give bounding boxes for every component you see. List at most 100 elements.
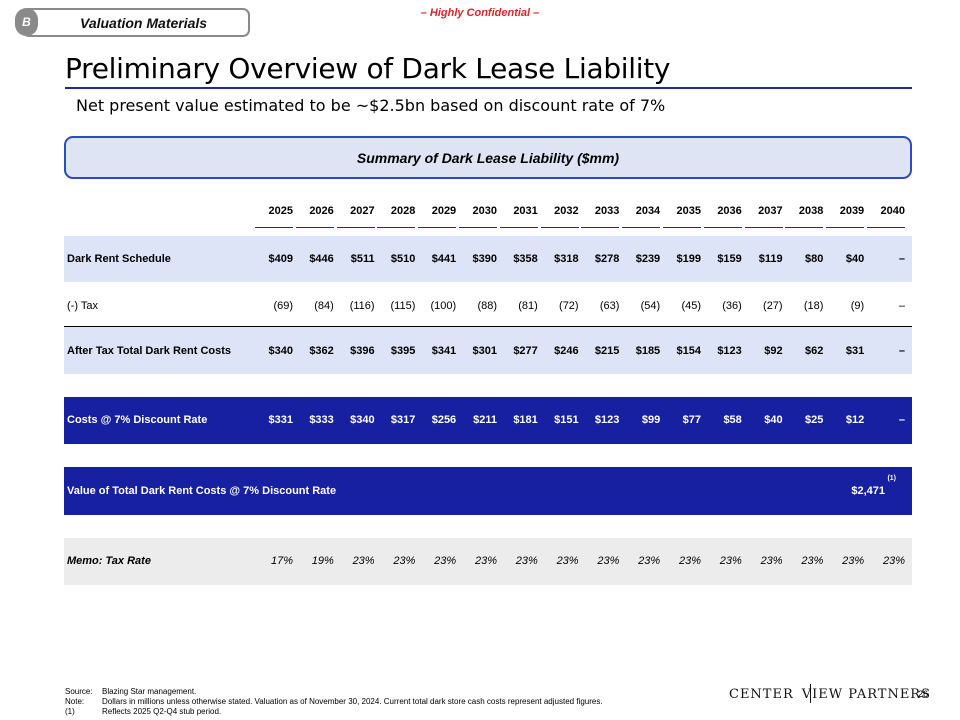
discounted-costs-row: Costs @ 7% Discount Rate $331 $333 $340 $31… (64, 397, 912, 444)
year-header: 2029 (431, 205, 457, 217)
memo-tax-rate-value: 23% (474, 555, 497, 567)
tax-value: (100) (430, 300, 457, 312)
after-tax-value: $92 (764, 345, 783, 357)
memo-tax-rate-value: 23% (434, 555, 457, 567)
year-underline (826, 227, 865, 228)
dark-rent-value: – (898, 253, 905, 265)
year-underline (295, 227, 334, 228)
tax-value: (84) (314, 300, 334, 312)
discounted-cost-value: $317 (390, 414, 416, 426)
dark-rent-value: $199 (676, 253, 701, 265)
tax-value: (9) (850, 300, 865, 312)
year-underline (622, 227, 661, 228)
tax-value: (116) (349, 300, 375, 312)
year-header-row: 2025 2026 2027 2028 2029 2030 2031 2032 2033 2034… (64, 200, 912, 228)
year-header: 2030 (472, 205, 497, 217)
company-logo: CENTER VIEW PARTNERS (729, 687, 932, 702)
after-tax-label: After Tax Total Dark Rent Costs (67, 345, 232, 357)
year-header: 2033 (594, 205, 620, 217)
dark-rent-value: $119 (758, 253, 783, 265)
total-value-label: Value of Total Dark Rent Costs @ 7% Disc… (67, 485, 337, 497)
year-header: 2036 (717, 205, 742, 217)
year-underline (663, 227, 701, 228)
year-header: 2040 (880, 205, 905, 217)
year-underline (336, 227, 375, 228)
dark-rent-value: $159 (717, 253, 742, 265)
year-header: 2034 (635, 205, 661, 217)
total-value-row: Value of Total Dark Rent Costs @ 7% Disc… (64, 467, 912, 515)
dark-rent-value: $278 (594, 253, 620, 265)
after-tax-value: $62 (805, 345, 824, 357)
after-tax-value: $31 (845, 345, 865, 357)
tax-value: (27) (763, 300, 783, 312)
discounted-cost-value: $77 (682, 414, 701, 426)
dark-rent-value: $239 (635, 253, 661, 265)
memo-tax-rate-value: 23% (638, 555, 661, 567)
summary-title-box: Summary of Dark Lease Liability ($mm) (64, 136, 912, 179)
confidentiality-label: – Highly Confidential – (420, 7, 540, 19)
tax-value: (69) (273, 300, 293, 312)
year-header: 2039 (839, 205, 865, 217)
after-tax-value: $362 (309, 345, 334, 357)
memo-tax-rate-value: 23% (882, 555, 905, 567)
year-header: 2035 (676, 205, 701, 217)
discounted-cost-value: $58 (723, 414, 742, 426)
discounted-cost-value: $123 (594, 414, 620, 426)
page-title: Preliminary Overview of Dark Lease Liabi… (65, 52, 671, 85)
after-tax-value: $341 (431, 345, 457, 357)
discounted-cost-value: $211 (473, 414, 497, 426)
after-tax-value: $340 (268, 345, 293, 357)
after-tax-value: $396 (350, 345, 375, 357)
dark-rent-value: $511 (350, 253, 375, 265)
discounted-cost-value: – (898, 414, 905, 426)
discounted-cost-value: $99 (641, 414, 661, 426)
year-header: 2037 (758, 205, 783, 217)
memo-tax-rate-value: 23% (556, 555, 579, 567)
discounted-cost-value: $25 (805, 414, 824, 426)
tax-value: (115) (390, 300, 416, 312)
after-tax-value: – (898, 345, 905, 357)
memo-tax-rate-value: 23% (760, 555, 783, 567)
after-tax-value: $154 (676, 345, 701, 357)
memo-tax-rate-value: 23% (515, 555, 538, 567)
year-underline (418, 227, 457, 228)
dark-rent-label: Dark Rent Schedule (67, 253, 171, 265)
discounted-cost-value: $256 (431, 414, 457, 426)
year-underline (785, 227, 824, 228)
dark-rent-value: $510 (390, 253, 416, 265)
memo-tax-rate-value: 23% (393, 555, 416, 567)
page-subtitle: Net present value estimated to be ~$2.5b… (76, 96, 666, 115)
year-underline (459, 227, 497, 228)
footer-source: Source: Blazing Star management. (65, 687, 197, 696)
tax-value: (63) (599, 300, 620, 312)
after-tax-value: $301 (472, 345, 497, 357)
total-value-footnote: (1) (887, 475, 896, 482)
tax-value: (18) (803, 300, 824, 312)
dark-rent-value: $358 (513, 253, 538, 265)
year-underline (867, 227, 905, 228)
memo-tax-rate-row: Memo: Tax Rate 17% 19% 23% 23% 23% 23% 23% 23% 2… (64, 538, 912, 585)
year-header: 2028 (390, 205, 416, 217)
year-underline (581, 227, 620, 228)
memo-tax-rate-value: 23% (678, 555, 701, 567)
after-tax-value: $185 (635, 345, 661, 357)
tax-value: (81) (518, 300, 538, 312)
after-tax-value: $277 (513, 345, 538, 357)
memo-tax-rate-value: 19% (311, 555, 334, 567)
after-tax-row: After Tax Total Dark Rent Costs $340 $362… (64, 327, 912, 374)
after-tax-value: $395 (390, 345, 416, 357)
dark-rent-value: $409 (268, 253, 293, 265)
memo-tax-rate-value: 23% (352, 555, 375, 567)
summary-title: Summary of Dark Lease Liability ($mm) (356, 149, 620, 166)
tax-value: (72) (559, 300, 579, 312)
after-tax-value: $246 (554, 345, 579, 357)
tax-value: (54) (640, 300, 661, 312)
footer-note: Note: Dollars in millions unless otherwis… (65, 697, 603, 706)
year-header: 2038 (798, 205, 824, 217)
discounted-cost-value: $333 (309, 414, 334, 426)
memo-tax-rate-value: 23% (719, 555, 742, 567)
tax-row: (-) Tax (69) (84) (116) (115) (100) (88) (81) (… (64, 282, 912, 326)
tax-value: (45) (681, 300, 701, 312)
tax-value: (36) (722, 300, 742, 312)
year-underline (540, 227, 579, 228)
